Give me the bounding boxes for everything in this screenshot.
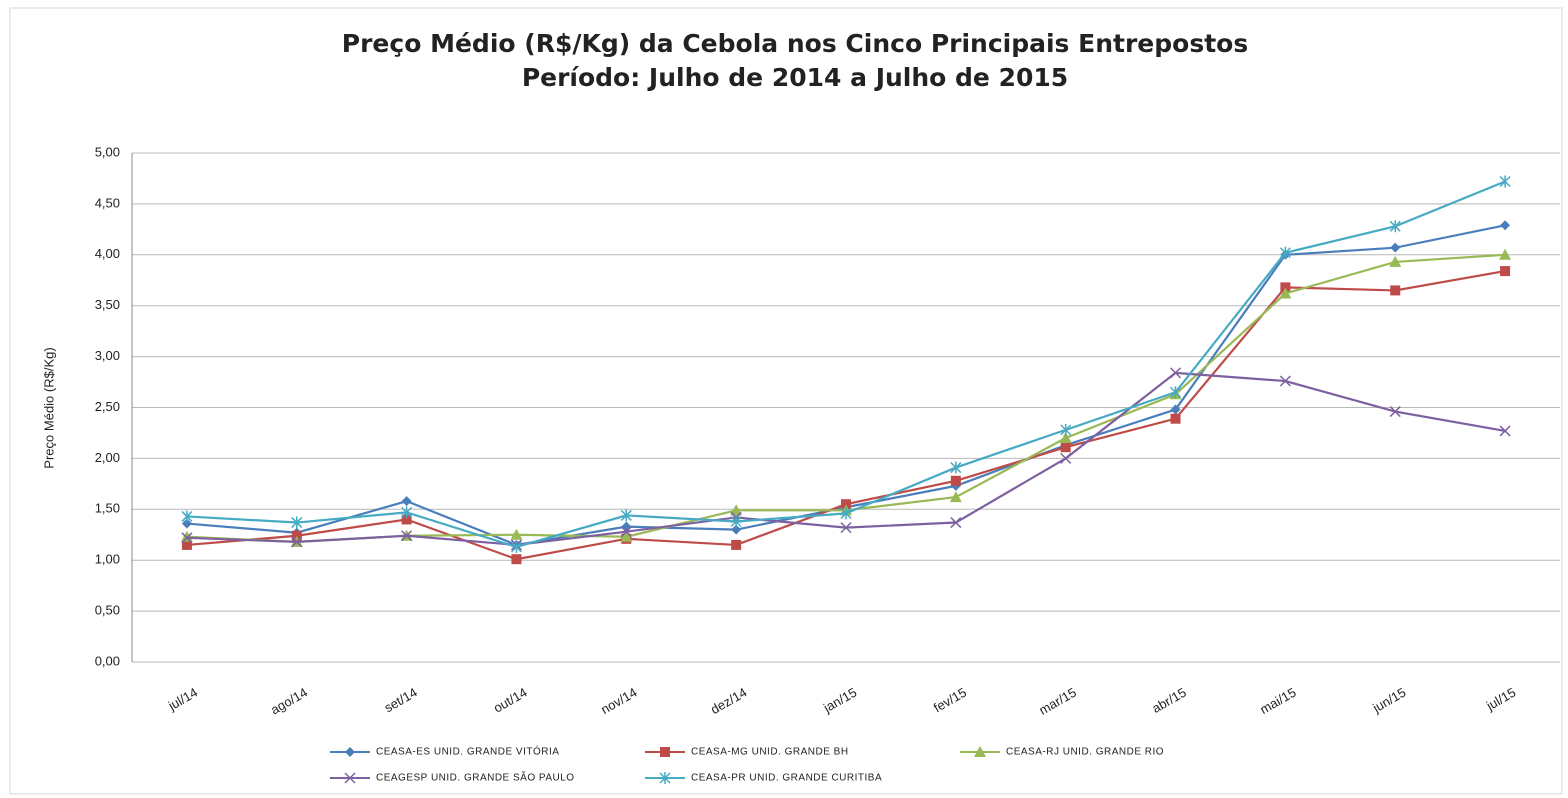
marker [1279,246,1291,259]
x-tick-label: jan/15 [820,685,859,716]
marker [291,536,303,548]
y-tick-label: 4,50 [95,195,120,210]
marker [1279,375,1291,387]
marker [401,514,412,525]
y-tick-label: 1,50 [95,501,120,516]
marker [511,554,522,565]
marker [1059,432,1072,444]
legend-label: CEASA-ES UNID. GRANDE VITÓRIA [376,745,559,758]
marker [1170,404,1181,415]
x-tick-label: nov/14 [598,685,639,718]
y-tick-label: 0,00 [95,653,120,668]
marker [1170,413,1181,424]
series-line [186,253,1506,543]
marker [1500,266,1511,277]
marker [731,524,742,535]
x-tick-label: dez/14 [708,685,749,718]
series-line [186,224,1506,547]
marker [1170,386,1182,399]
marker [1060,442,1071,453]
marker [841,499,851,510]
marker [949,491,962,503]
y-tick-label: 2,50 [95,399,120,414]
marker [1060,452,1072,464]
x-tick-label: jul/15 [1483,685,1518,714]
marker [510,528,523,540]
chart-subtitle: Período: Julho de 2014 a Julho de 2015 [522,63,1068,92]
marker [291,516,303,529]
marker [1499,175,1511,188]
marker [950,475,961,486]
chart-border [9,7,1563,795]
x-tick-label: out/14 [491,685,530,716]
marker [181,532,193,544]
y-tick-label: 5,00 [95,144,120,159]
marker [1279,287,1292,299]
y-tick-label: 3,00 [95,348,120,363]
legend-label: CEASA-PR UNID. GRANDE CURITIBA [691,773,882,784]
marker [1060,423,1072,436]
marker [621,521,632,532]
marker [401,496,412,507]
y-axis-label: Preço Médio (R$/Kg) [41,347,56,468]
marker [730,504,743,516]
legend-label: CEASA-MG UNID. GRANDE BH [691,747,849,758]
marker [1170,367,1182,379]
chart-title: Preço Médio (R$/Kg) da Cebola nos Cinco … [342,29,1248,58]
marker [401,530,413,542]
marker [950,517,962,529]
marker [974,746,986,757]
legend-label: CEASA-RJ UNID. GRANDE RIO [1006,747,1164,758]
marker [181,518,192,529]
marker [180,530,193,542]
x-tick-label: fev/15 [931,685,969,716]
marker [660,747,670,757]
x-tick-label: ago/14 [268,685,310,718]
series-line [186,180,1506,549]
marker [1500,220,1511,231]
y-tick-label: 1,00 [95,552,120,567]
marker [510,540,522,553]
marker [401,506,413,519]
y-tick-label: 0,50 [95,603,120,618]
x-tick-label: set/14 [382,685,420,716]
marker [1499,248,1512,260]
marker [840,507,852,520]
y-tick-label: 4,00 [95,246,120,261]
marker [1390,242,1401,253]
marker [181,510,193,523]
marker [1280,282,1291,293]
marker [731,539,742,550]
marker [620,526,632,538]
marker [1499,425,1511,437]
x-tick-label: mai/15 [1257,685,1298,718]
marker [620,509,632,522]
marker [1390,285,1401,296]
marker [840,522,852,534]
y-tick-label: 3,50 [95,297,120,312]
marker [344,772,356,784]
x-tick-label: mar/15 [1036,685,1079,718]
x-tick-label: jun/15 [1369,685,1408,716]
marker [345,747,355,757]
marker [291,530,302,541]
marker [1389,255,1402,267]
legend-label: CEAGESP UNID. GRANDE SÃO PAULO [376,771,575,784]
y-tick-label: 2,00 [95,450,120,465]
marker [730,515,742,528]
marker [950,461,962,474]
marker [659,772,671,784]
x-tick-label: jul/14 [165,685,200,714]
marker [1389,220,1401,233]
marker [1389,406,1401,418]
marker [181,539,192,550]
marker [620,530,633,542]
x-tick-label: abr/15 [1149,685,1188,716]
